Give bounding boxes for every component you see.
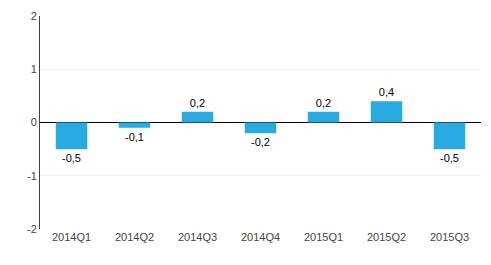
svg-text:-2: -2 xyxy=(27,223,37,235)
svg-text:2014Q2: 2014Q2 xyxy=(115,231,154,243)
svg-text:2: 2 xyxy=(31,10,37,22)
svg-text:0,2: 0,2 xyxy=(190,97,205,109)
svg-text:2014Q4: 2014Q4 xyxy=(241,231,280,243)
svg-text:1: 1 xyxy=(31,63,37,75)
svg-text:2015Q3: 2015Q3 xyxy=(430,231,469,243)
svg-text:2014Q1: 2014Q1 xyxy=(52,231,91,243)
svg-text:-1: -1 xyxy=(27,170,37,182)
svg-text:-0,5: -0,5 xyxy=(62,152,81,164)
svg-text:-0,1: -0,1 xyxy=(125,131,144,143)
svg-text:-0,5: -0,5 xyxy=(440,152,459,164)
svg-text:0,4: 0,4 xyxy=(379,86,394,98)
svg-text:-0,2: -0,2 xyxy=(251,136,270,148)
svg-text:2014Q3: 2014Q3 xyxy=(178,231,217,243)
svg-text:0: 0 xyxy=(31,116,37,128)
svg-text:2015Q2: 2015Q2 xyxy=(367,231,406,243)
svg-text:0,2: 0,2 xyxy=(316,97,331,109)
svg-text:2015Q1: 2015Q1 xyxy=(304,231,343,243)
